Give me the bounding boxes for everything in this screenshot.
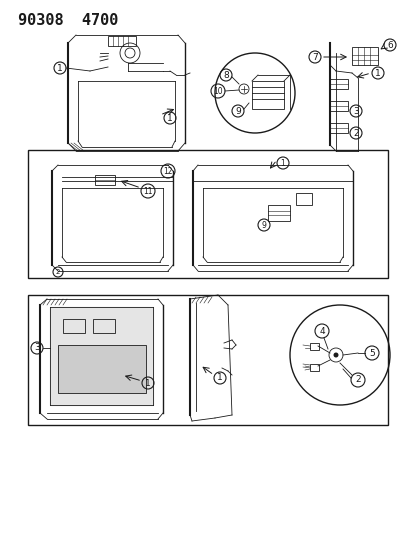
- Text: 90308  4700: 90308 4700: [18, 13, 118, 28]
- Text: 9: 9: [235, 107, 240, 116]
- Bar: [295, 193, 311, 205]
- Circle shape: [333, 352, 338, 358]
- Text: 3: 3: [34, 343, 40, 352]
- Bar: [267, 205, 289, 221]
- Bar: [93, 319, 115, 333]
- Bar: [252, 81, 283, 109]
- Text: 3: 3: [352, 107, 358, 116]
- Text: 1: 1: [57, 63, 63, 72]
- Bar: [309, 343, 318, 350]
- Text: 9: 9: [261, 221, 266, 230]
- Bar: [329, 79, 347, 89]
- Text: 6: 6: [386, 41, 392, 50]
- Text: 12: 12: [163, 166, 172, 175]
- Bar: [329, 101, 347, 111]
- Bar: [28, 150, 387, 278]
- Text: 2: 2: [354, 376, 360, 384]
- Text: 8: 8: [223, 70, 228, 79]
- Bar: [58, 345, 146, 393]
- Text: 1: 1: [280, 158, 285, 167]
- Polygon shape: [50, 307, 153, 405]
- Bar: [329, 123, 347, 133]
- Text: 5: 5: [368, 349, 374, 358]
- Text: 1: 1: [216, 374, 222, 383]
- Bar: [63, 319, 85, 333]
- Text: 4: 4: [318, 327, 324, 335]
- Text: 2: 2: [56, 269, 60, 275]
- Text: 7: 7: [311, 52, 317, 61]
- Bar: [351, 47, 377, 65]
- Bar: [309, 364, 318, 371]
- Bar: [28, 295, 387, 425]
- Text: 1: 1: [167, 114, 173, 123]
- Bar: [108, 36, 136, 46]
- Bar: [95, 175, 115, 185]
- Text: 2: 2: [352, 128, 358, 138]
- Text: 1: 1: [374, 69, 380, 77]
- Text: 1: 1: [145, 378, 150, 387]
- Text: 11: 11: [143, 187, 152, 196]
- Text: 10: 10: [213, 86, 222, 95]
